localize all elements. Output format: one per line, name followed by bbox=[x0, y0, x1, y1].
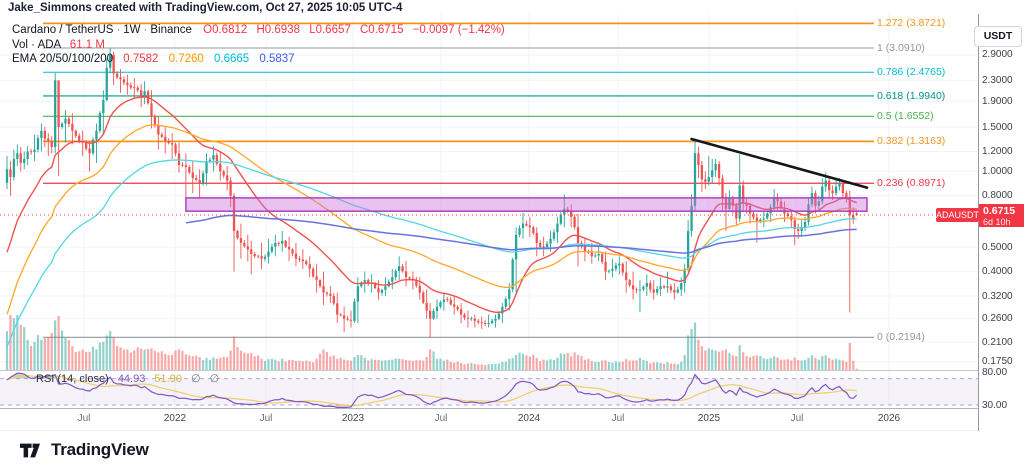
separator: · bbox=[116, 24, 121, 36]
ema100-value: 0.6665 bbox=[214, 53, 250, 65]
price-axis-label: 2.9000 bbox=[982, 49, 1013, 61]
price-axis-label: 0.8000 bbox=[982, 190, 1013, 202]
price-axis-label: 0.3200 bbox=[982, 290, 1013, 302]
time-axis-label: Jul bbox=[259, 413, 273, 424]
time-axis-label: Jul bbox=[77, 413, 91, 424]
volume-label: Vol · ADA bbox=[12, 39, 61, 51]
fib-level-label[interactable]: 0.236 (0.8971) bbox=[877, 177, 946, 190]
price-axis-label: 0.1750 bbox=[982, 356, 1013, 368]
currency-button[interactable]: USDT bbox=[974, 26, 1022, 47]
rsi-ma-value: 51.90 bbox=[154, 373, 182, 385]
price-tag-countdown: 6d 10h bbox=[983, 217, 1011, 227]
price-tag: 0.6715 6d 10h bbox=[979, 204, 1024, 227]
tradingview-logo[interactable]: TradingView bbox=[20, 440, 149, 460]
ema-label: EMA 20/50/100/200 bbox=[12, 53, 114, 65]
rsi-axis-label: 30.00 bbox=[982, 399, 1008, 411]
tradingview-wordmark: TradingView bbox=[51, 440, 149, 459]
rsi-band-empty-icon: ∅ bbox=[209, 373, 220, 385]
time-axis-label: Jul bbox=[434, 413, 448, 424]
ema50-value: 0.7260 bbox=[168, 53, 204, 65]
fib-level-label[interactable]: 0.5 (1.6552) bbox=[877, 110, 934, 123]
ohlc-high: H0.6938 bbox=[256, 24, 300, 36]
price-axis-label: 1.2000 bbox=[982, 145, 1013, 157]
change-value: −0.0097 (−1.42%) bbox=[412, 24, 505, 36]
fib-level-label[interactable]: 0.618 (1.9940) bbox=[877, 89, 946, 102]
interval-label: 1W bbox=[123, 24, 141, 36]
price-axis-label: 1.5000 bbox=[982, 121, 1013, 133]
price-axis-label: 1.0000 bbox=[982, 165, 1013, 177]
rsi-value: 44.93 bbox=[117, 373, 146, 385]
ohlc-low: L0.6657 bbox=[309, 24, 351, 36]
rsi-legend: RSI (14, close) 44.93 51.90 ∅ ∅ bbox=[36, 372, 219, 385]
ohlc-close: C0.6715 bbox=[359, 24, 404, 36]
time-axis-label: Jul bbox=[790, 413, 804, 424]
fib-level-label[interactable]: 1 (3.0910) bbox=[877, 42, 925, 54]
symbol-title: Cardano / TetherUS bbox=[12, 24, 114, 36]
price-axis-label: 0.5000 bbox=[982, 241, 1013, 253]
fib-level-label[interactable]: 0 (0.2194) bbox=[877, 331, 925, 344]
time-axis-label: 2026 bbox=[877, 413, 901, 424]
time-axis-label: 2023 bbox=[341, 413, 365, 424]
price-axis-label: 1.9000 bbox=[982, 95, 1013, 107]
ohlc-open: O0.6812 bbox=[203, 24, 248, 36]
tradingview-icon bbox=[20, 443, 40, 457]
ema200-value: 0.5837 bbox=[259, 53, 295, 65]
fib-level-label[interactable]: 1.272 (3.8721) bbox=[877, 17, 946, 30]
fib-level-label[interactable]: 0.382 (1.3163) bbox=[877, 135, 946, 148]
attribution-text: Jake_Simmons created with TradingView.co… bbox=[8, 2, 403, 14]
fib-level-label[interactable]: 0.786 (2.4765) bbox=[877, 66, 946, 79]
time-axis-label: 2022 bbox=[163, 413, 187, 424]
exchange-label: Binance bbox=[150, 24, 192, 36]
rsi-label: RSI (14, close) bbox=[36, 373, 109, 385]
rsi-axis-label: 80.00 bbox=[982, 366, 1008, 378]
price-axis-label: 0.2600 bbox=[982, 313, 1013, 325]
price-axis-border bbox=[978, 14, 979, 431]
volume-value: 61.1 M bbox=[69, 39, 105, 51]
time-axis-label: 2024 bbox=[517, 413, 541, 424]
separator: · bbox=[143, 24, 148, 36]
price-tag-symbol: ADAUSDT bbox=[936, 208, 980, 222]
chart-canvas[interactable] bbox=[0, 0, 1024, 434]
time-axis-label: Jul bbox=[611, 413, 625, 424]
ema20-value: 0.7582 bbox=[123, 53, 159, 65]
price-axis-label: 0.2100 bbox=[982, 336, 1013, 348]
price-axis-label: 2.3000 bbox=[982, 74, 1013, 86]
price-tag-value: 0.6715 bbox=[983, 205, 1016, 217]
price-axis-label: 0.4000 bbox=[982, 266, 1013, 278]
rsi-band-empty-icon: ∅ bbox=[191, 373, 201, 385]
time-axis-label: 2025 bbox=[697, 413, 721, 424]
